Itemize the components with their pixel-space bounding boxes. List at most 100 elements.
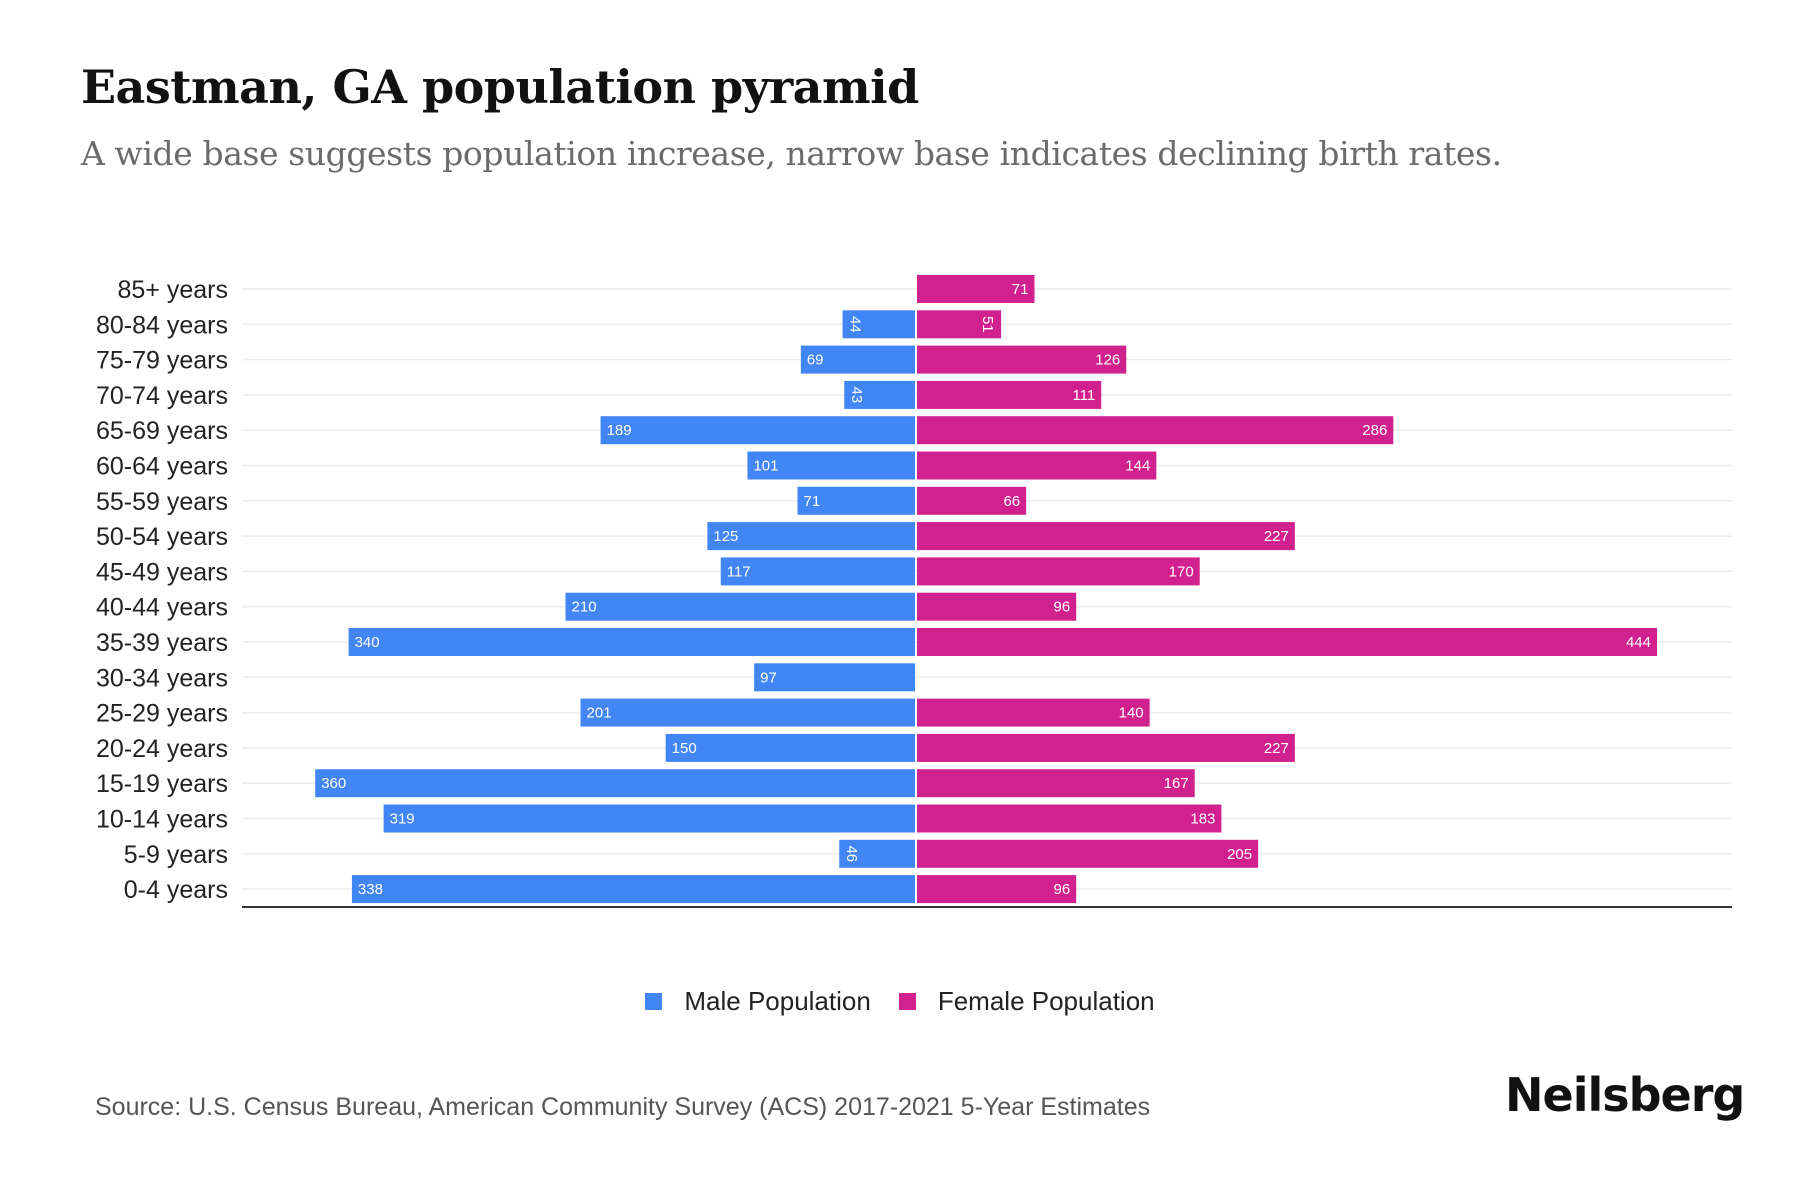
age-labels: 85+ years 80-84 years 75-79 years 70-74 yea… (96, 276, 228, 904)
male-bar (754, 663, 915, 692)
female-value-label: 286 (1362, 422, 1387, 439)
male-bar (665, 733, 915, 762)
male-value-label: 150 (672, 740, 697, 757)
male-bar (351, 875, 915, 904)
legend: Male Population Female Population (0, 986, 1800, 1017)
brand-logo: Neilsberg (1505, 1068, 1745, 1122)
male-value-label: 44 (847, 316, 864, 333)
age-group-label: 55-59 years (96, 488, 228, 516)
male-bar (844, 380, 915, 409)
female-bar (917, 557, 1200, 586)
legend-swatch-male (645, 993, 663, 1010)
male-value-label: 125 (713, 528, 738, 545)
male-value-label: 201 (587, 705, 612, 722)
male-value-label: 43 (848, 387, 865, 404)
female-value-label: 71 (1012, 281, 1029, 298)
female-value-label: 183 (1190, 811, 1215, 828)
female-bar (917, 628, 1657, 656)
female-bar (917, 275, 1035, 303)
female-bar (917, 486, 1027, 515)
age-group-label: 65-69 years (96, 417, 228, 445)
female-value-label: 167 (1164, 775, 1189, 792)
age-group-label: 5-9 years (124, 841, 228, 869)
male-value-label: 117 (727, 563, 751, 580)
female-value-label: 170 (1169, 563, 1194, 580)
female-bar (917, 345, 1127, 374)
age-group-label: 80-84 years (96, 311, 228, 339)
female-bar (917, 733, 1295, 762)
age-group-label: 70-74 years (96, 382, 228, 410)
legend-item-male: Male Population (645, 986, 871, 1017)
male-value-label: 360 (321, 775, 346, 792)
source-note: Source: U.S. Census Bureau, American Com… (95, 1093, 1151, 1121)
male-value-label: 189 (607, 422, 632, 439)
age-group-label: 25-29 years (96, 700, 228, 728)
female-value-label: 96 (1054, 881, 1071, 898)
male-bar (839, 839, 915, 868)
male-bar (797, 486, 915, 515)
female-value-label: 144 (1125, 458, 1150, 475)
age-group-label: 75-79 years (96, 347, 228, 375)
legend-label-female: Female Population (937, 986, 1155, 1016)
male-bar (707, 522, 915, 551)
female-bar (917, 698, 1150, 727)
age-group-label: 15-19 years (96, 770, 228, 798)
male-bar (315, 769, 915, 798)
female-value-label: 205 (1227, 846, 1252, 863)
age-group-label: 40-44 years (96, 594, 228, 622)
female-value-label: 96 (1054, 599, 1071, 616)
male-bar (842, 310, 915, 339)
legend-swatch-female (898, 993, 916, 1010)
age-group-label: 35-39 years (96, 629, 228, 657)
male-value-label: 319 (390, 811, 415, 828)
female-value-label: 111 (1072, 387, 1095, 404)
female-bar (917, 310, 1002, 339)
female-bar (917, 522, 1295, 551)
female-bar (917, 416, 1394, 445)
male-bar (348, 628, 915, 656)
female-value-label: 126 (1095, 352, 1120, 369)
female-bar (917, 839, 1259, 868)
age-group-label: 0-4 years (124, 876, 228, 904)
male-bar (600, 416, 915, 445)
age-group-label: 60-64 years (96, 453, 228, 481)
chart-title: Eastman, GA population pyramid (81, 60, 919, 114)
male-value-label: 340 (355, 634, 380, 651)
male-value-label: 69 (807, 352, 824, 369)
male-bar (383, 804, 915, 833)
male-bar (720, 557, 915, 586)
gridlines (242, 288, 1732, 890)
age-group-label: 20-24 years (96, 735, 228, 763)
male-bar (565, 592, 915, 621)
age-group-label: 50-54 years (96, 523, 228, 551)
male-value-label: 338 (358, 881, 383, 898)
female-value-label: 66 (1003, 493, 1020, 510)
female-bar (917, 875, 1077, 904)
female-bar (917, 769, 1195, 798)
male-value-label: 101 (753, 458, 778, 475)
male-bar (747, 451, 915, 480)
age-group-label: 30-34 years (96, 664, 228, 692)
female-bar (917, 451, 1157, 480)
female-value-label: 227 (1264, 740, 1289, 757)
female-bar (917, 592, 1077, 621)
male-bar (580, 698, 915, 727)
male-value-label: 210 (572, 599, 597, 616)
male-value-label: 71 (804, 493, 821, 510)
legend-item-female: Female Population (898, 986, 1155, 1017)
bars: 71 44 51 69 126 43 111 189 286 101 144 71 66 125 227 11… (315, 275, 1657, 904)
male-value-label: 97 (760, 669, 777, 686)
male-bar (800, 345, 915, 374)
age-group-label: 45-49 years (96, 558, 228, 586)
female-bar (917, 380, 1102, 409)
female-value-label: 444 (1626, 634, 1651, 651)
female-bar (917, 804, 1222, 833)
chart-subtitle: A wide base suggests population increase… (81, 134, 1502, 173)
female-value-label: 227 (1264, 528, 1289, 545)
age-group-label: 85+ years (118, 276, 229, 304)
age-group-label: 10-14 years (96, 806, 228, 834)
female-value-label: 51 (979, 316, 996, 333)
female-value-label: 140 (1119, 705, 1144, 722)
male-value-label: 46 (843, 845, 860, 862)
